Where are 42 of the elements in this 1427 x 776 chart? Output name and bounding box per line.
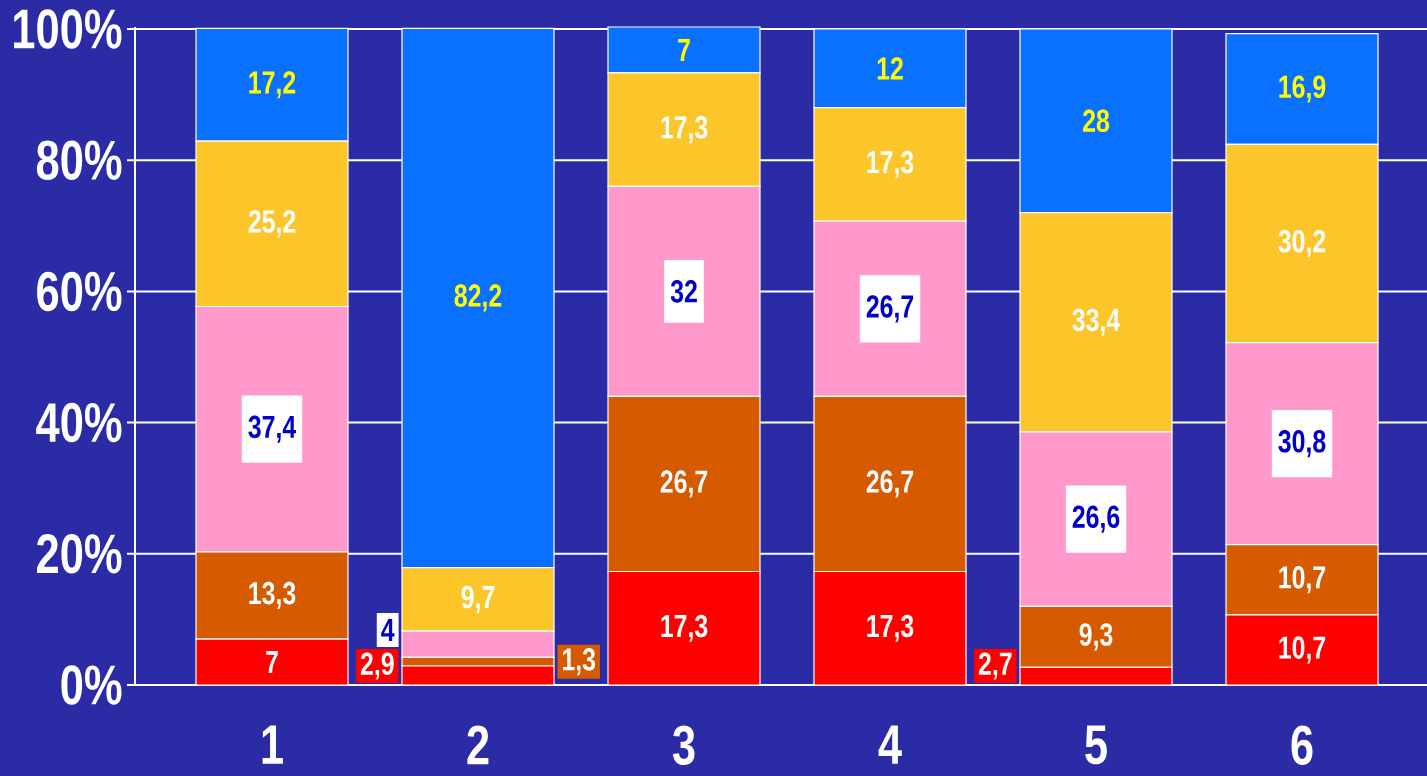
x-tick-label: 6 xyxy=(1291,725,1313,765)
data-label: 26,6 xyxy=(1072,505,1120,533)
y-tick-label: 20% xyxy=(37,534,122,574)
data-label: 17,3 xyxy=(867,150,914,179)
y-tick-label: 60% xyxy=(37,271,122,312)
data-label: 1,3 xyxy=(562,648,596,676)
data-label: 17,3 xyxy=(661,116,708,144)
x-tick-label: 2 xyxy=(467,725,489,765)
data-label: 4 xyxy=(381,619,395,641)
y-tick-label: 100% xyxy=(14,9,122,49)
y-tick-label: 40% xyxy=(36,402,122,443)
data-label: 33,4 xyxy=(1072,308,1121,336)
data-label: 10,7 xyxy=(1279,636,1326,664)
data-label: 2,7 xyxy=(978,652,1012,680)
data-label: 9,3 xyxy=(1079,623,1113,651)
data-label: 9,7 xyxy=(461,585,495,613)
data-label: 26,7 xyxy=(866,295,914,323)
data-label: 28 xyxy=(1083,109,1110,133)
data-label: 32 xyxy=(670,280,697,303)
data-label: 26,7 xyxy=(866,470,914,498)
y-tick-label: 80% xyxy=(36,140,122,180)
data-label: 16,9 xyxy=(1279,75,1326,103)
x-tick-label: 1 xyxy=(262,725,283,764)
data-label: 7 xyxy=(266,651,278,674)
data-label: 7 xyxy=(678,39,690,61)
data-label: 26,7 xyxy=(660,470,708,498)
y-tick-label: 0% xyxy=(61,665,122,705)
data-label: 12 xyxy=(877,57,903,80)
x-tick-label: 4 xyxy=(878,725,902,764)
data-label: 30,8 xyxy=(1278,430,1326,458)
data-label: 13,3 xyxy=(249,581,296,610)
data-label: 2,9 xyxy=(360,652,394,680)
data-label: 37,4 xyxy=(248,415,297,443)
x-tick-label: 5 xyxy=(1085,725,1107,765)
data-label: 25,2 xyxy=(248,210,296,238)
x-tick-label: 3 xyxy=(672,725,695,765)
data-label: 82,2 xyxy=(454,284,502,312)
data-label: 30,2 xyxy=(1278,229,1326,258)
data-label: 10,7 xyxy=(1279,566,1326,594)
data-label: 17,3 xyxy=(867,614,914,642)
data-label: 17,2 xyxy=(249,71,296,99)
data-label: 17,3 xyxy=(661,614,708,642)
